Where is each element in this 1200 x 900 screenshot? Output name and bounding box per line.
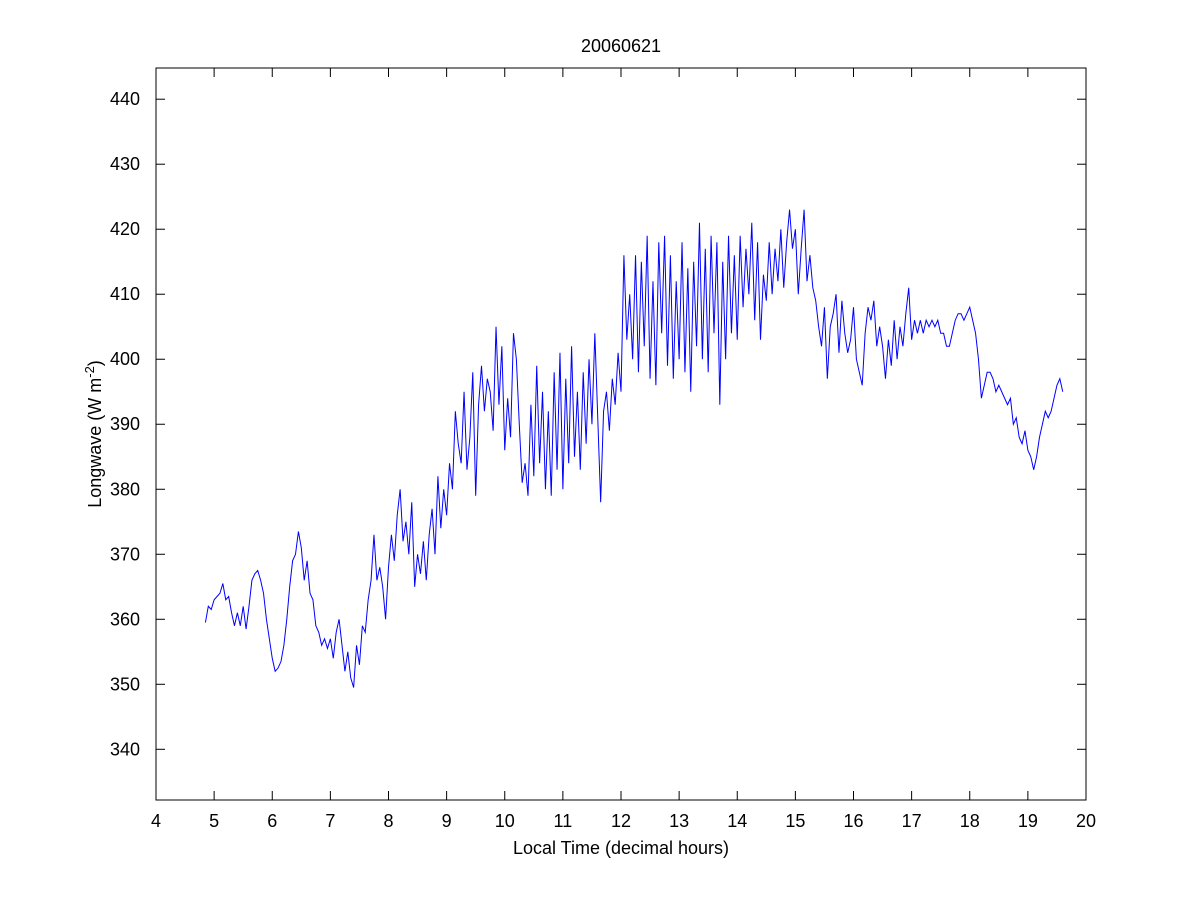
- y-tick-label: 400: [110, 349, 140, 369]
- x-tick-label: 19: [1018, 811, 1038, 831]
- x-tick-label: 12: [611, 811, 631, 831]
- x-tick-label: 6: [267, 811, 277, 831]
- y-tick-label: 430: [110, 154, 140, 174]
- x-tick-label: 8: [383, 811, 393, 831]
- y-tick-label: 390: [110, 414, 140, 434]
- y-axis-label-superscript: -2: [82, 366, 97, 378]
- x-tick-label: 4: [151, 811, 161, 831]
- y-tick-label: 410: [110, 284, 140, 304]
- x-tick-label: 15: [785, 811, 805, 831]
- plot-area: [155, 67, 1087, 801]
- x-tick-label: 16: [843, 811, 863, 831]
- y-tick-label: 370: [110, 544, 140, 564]
- x-tick-label: 7: [325, 811, 335, 831]
- x-tick-label: 11: [554, 811, 573, 831]
- x-tick-label: 14: [727, 811, 747, 831]
- x-axis-label: Local Time (decimal hours): [513, 838, 729, 858]
- y-axis-label: Longwave (W m-2): [82, 360, 106, 508]
- y-tick-label: 380: [110, 479, 140, 499]
- x-tick-label: 13: [669, 811, 689, 831]
- y-tick-label: 360: [110, 609, 140, 629]
- x-tick-label: 18: [960, 811, 980, 831]
- x-tick-label: 10: [495, 811, 515, 831]
- x-tick-label: 17: [902, 811, 922, 831]
- x-tick-label: 9: [442, 811, 452, 831]
- y-tick-label: 420: [110, 219, 140, 239]
- x-tick-label: 5: [209, 811, 219, 831]
- chart-title: 20060621: [581, 36, 661, 56]
- y-tick-label: 350: [110, 674, 140, 694]
- y-axis-label-text: Longwave (W m: [85, 378, 105, 508]
- data-line: [204, 209, 1064, 688]
- y-axis-label-suffix: ): [85, 360, 105, 366]
- x-tick-label: 20: [1076, 811, 1096, 831]
- y-tick-label: 440: [110, 89, 140, 109]
- y-tick-label: 340: [110, 739, 140, 759]
